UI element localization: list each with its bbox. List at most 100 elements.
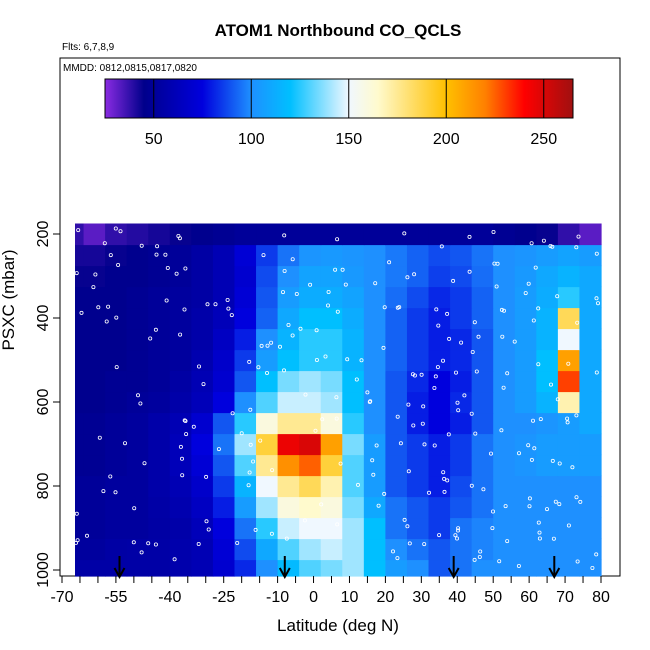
heatmap-cell — [406, 412, 430, 435]
sample-marker — [472, 320, 477, 325]
heatmap-cell — [363, 244, 386, 267]
sample-marker — [420, 421, 425, 426]
heatmap-cell — [126, 307, 149, 330]
heatmap-cell — [234, 517, 257, 540]
heatmap-cell — [320, 475, 343, 498]
heatmap-cell — [385, 244, 408, 267]
sample-marker — [390, 549, 395, 554]
sample-marker — [397, 305, 402, 310]
sample-marker — [555, 397, 560, 402]
heatmap-cell — [169, 391, 192, 414]
heatmap-cell — [514, 412, 537, 435]
x-tick-label: -25 — [212, 589, 235, 606]
heatmap-cell — [83, 475, 106, 498]
y-axis: 200 400 600 800 1000 — [35, 221, 60, 588]
heatmap-cell — [557, 433, 581, 456]
sample-marker — [132, 506, 137, 511]
sample-marker — [566, 523, 571, 528]
sample-marker — [101, 489, 106, 494]
heatmap-cell — [536, 307, 559, 330]
sample-marker — [191, 424, 196, 429]
sample-marker — [555, 294, 560, 299]
sample-marker — [182, 418, 187, 423]
sample-marker — [165, 265, 170, 270]
sample-marker — [548, 243, 553, 248]
sample-marker — [441, 470, 446, 475]
sample-marker — [426, 490, 431, 495]
heatmap-cell — [579, 391, 602, 414]
sample-marker — [574, 413, 579, 418]
sample-marker — [405, 524, 410, 529]
sample-marker — [294, 291, 299, 296]
heatmap-cell — [148, 349, 171, 372]
sample-marker — [335, 522, 340, 527]
sample-marker — [114, 315, 119, 320]
sample-marker — [574, 495, 579, 500]
heatmap-cell — [148, 538, 171, 561]
heatmap-cell — [234, 244, 257, 267]
heatmap-cell — [299, 496, 322, 519]
heatmap-cell — [277, 244, 300, 267]
heatmap-cell — [514, 223, 537, 246]
x-tick-label: 20 — [377, 589, 395, 606]
sample-marker — [447, 336, 452, 341]
sample-marker — [182, 307, 187, 312]
heatmap-cell — [105, 265, 128, 288]
heatmap-cell — [579, 349, 602, 372]
heatmap-cell — [363, 559, 386, 577]
heatmap-cell — [536, 475, 559, 498]
sample-marker — [91, 285, 96, 290]
heatmap-cell — [299, 454, 322, 477]
heatmap-cell — [493, 538, 516, 561]
heatmap-cell — [83, 370, 106, 393]
heatmap-cell — [75, 244, 85, 267]
heatmap-cell — [234, 286, 257, 309]
heatmap-cell — [363, 307, 386, 330]
sample-marker — [517, 451, 522, 456]
sample-marker — [407, 541, 412, 546]
heatmap-cell — [579, 265, 602, 288]
sample-marker — [178, 444, 183, 449]
heatmap-cell — [471, 496, 494, 519]
heatmap-cell — [493, 265, 516, 288]
sample-marker — [470, 349, 475, 354]
sample-marker — [440, 358, 445, 363]
heatmap-cell — [212, 223, 236, 246]
heatmap-cell — [579, 412, 602, 435]
sample-marker — [434, 307, 439, 312]
heatmap-cell — [169, 559, 192, 577]
heatmap-cell — [83, 391, 106, 414]
heatmap-cell — [75, 223, 85, 246]
heatmap-cell — [363, 517, 386, 540]
heatmap-cell — [320, 370, 343, 393]
heatmap-cell — [406, 454, 430, 477]
heatmap-cell — [126, 475, 149, 498]
heatmap-cell — [406, 391, 430, 414]
heatmap-cell — [212, 433, 236, 456]
flight-arrows — [113, 556, 561, 580]
sample-marker — [433, 374, 438, 379]
sample-marker — [545, 507, 550, 512]
heatmap-cell — [514, 349, 537, 372]
sample-marker — [251, 459, 256, 464]
sample-marker — [421, 404, 426, 409]
heatmap-cell — [428, 370, 451, 393]
heatmap-cell — [536, 349, 559, 372]
sample-marker — [557, 461, 562, 466]
heatmap-cell — [191, 286, 214, 309]
sample-marker — [455, 400, 460, 405]
heatmap-cell — [83, 244, 106, 267]
sample-marker — [566, 361, 571, 366]
heatmap-cell — [105, 538, 128, 561]
heatmap-cell — [256, 412, 279, 435]
heatmap-cell — [234, 412, 257, 435]
heatmap-cell — [169, 454, 192, 477]
heatmap-cell — [234, 265, 257, 288]
sample-marker — [354, 377, 359, 382]
x-tick-label: 30 — [412, 589, 430, 606]
colorbar-ramp — [104, 78, 574, 119]
heatmap-cell — [385, 286, 408, 309]
heatmap-cell — [536, 370, 559, 393]
sample-marker — [256, 365, 261, 370]
